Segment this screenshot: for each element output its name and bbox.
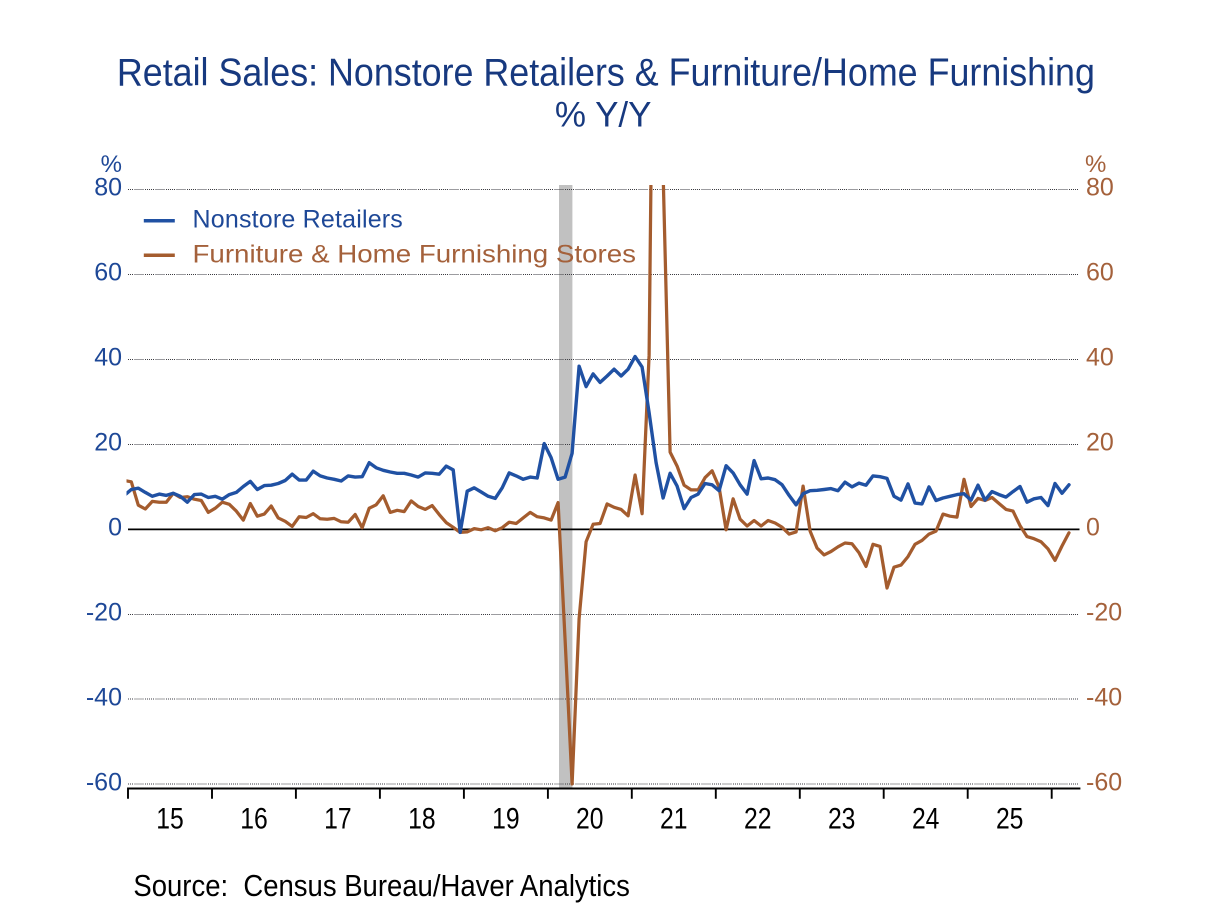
- svg-text:%: %: [1085, 151, 1106, 178]
- svg-text:%: %: [101, 151, 122, 178]
- svg-text:21: 21: [660, 803, 688, 836]
- svg-text:Source: Census Bureau/Haver A: Source: Census Bureau/Haver Analytics: [133, 869, 630, 903]
- svg-text:Nonstore Retailers: Nonstore Retailers: [193, 205, 403, 233]
- svg-text:60: 60: [94, 259, 122, 287]
- svg-text:% Y/Y: % Y/Y: [555, 96, 652, 135]
- svg-text:19: 19: [492, 803, 520, 836]
- svg-text:15: 15: [156, 803, 184, 836]
- svg-text:-40: -40: [86, 683, 122, 711]
- svg-text:17: 17: [324, 803, 352, 836]
- svg-text:Retail Sales: Nonstore Retaile: Retail Sales: Nonstore Retailers & Furni…: [117, 51, 1095, 94]
- svg-text:0: 0: [108, 514, 122, 542]
- svg-text:20: 20: [94, 429, 122, 457]
- svg-text:80: 80: [94, 174, 122, 202]
- svg-text:80: 80: [1086, 174, 1114, 202]
- svg-text:40: 40: [1086, 344, 1114, 372]
- svg-text:20: 20: [1086, 429, 1114, 457]
- svg-text:40: 40: [94, 344, 122, 372]
- svg-text:0: 0: [1086, 514, 1100, 542]
- svg-text:25: 25: [996, 803, 1024, 836]
- svg-text:16: 16: [240, 803, 268, 836]
- svg-text:-20: -20: [86, 598, 122, 626]
- svg-text:-40: -40: [1086, 683, 1122, 711]
- svg-text:-60: -60: [1086, 768, 1122, 796]
- svg-text:23: 23: [828, 803, 856, 836]
- svg-text:-60: -60: [86, 768, 122, 796]
- svg-text:Furniture & Home Furnishing St: Furniture & Home Furnishing Stores: [193, 240, 637, 268]
- svg-text:22: 22: [744, 803, 772, 836]
- svg-text:18: 18: [408, 803, 436, 836]
- svg-text:24: 24: [912, 803, 940, 836]
- svg-text:-20: -20: [1086, 598, 1122, 626]
- svg-text:20: 20: [576, 803, 604, 836]
- svg-text:60: 60: [1086, 259, 1114, 287]
